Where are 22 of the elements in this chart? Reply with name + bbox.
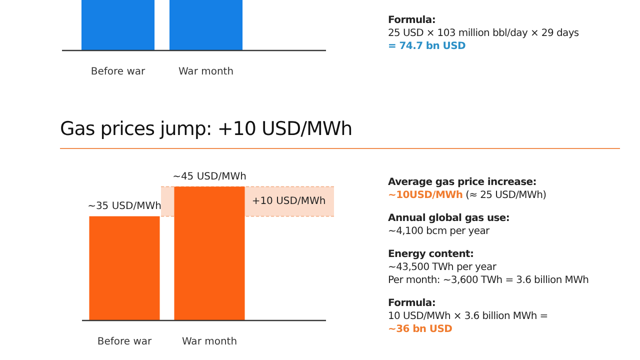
x-tick-label: Before war — [90, 66, 146, 78]
text: Energy content: — [388, 249, 474, 260]
x-tick-label: War month — [178, 66, 234, 78]
text: ~10USD/MWh — [388, 190, 463, 201]
text: ~43,500 TWh per year — [388, 262, 496, 273]
text: Annual global gas use: — [388, 213, 510, 224]
text: Per month: ~3,600 TWh = 3.6 billion MWh — [388, 275, 589, 286]
text: Average gas price increase: — [388, 177, 536, 188]
text: 25 USD × 103 million bbl/day × 29 days — [388, 28, 579, 39]
band-label: +10 USD/MWh — [252, 196, 326, 208]
text: ~4,100 bcm per year — [388, 226, 490, 237]
chart-title: Gas prices jump: +10 USD/MWh — [60, 118, 620, 149]
text: Formula: — [388, 298, 436, 309]
x-tick-label: Before war — [97, 336, 153, 348]
text: 10 USD/MWh × 3.6 billion MWh = — [388, 311, 548, 322]
data-label: ~45 USD/MWh — [172, 171, 246, 182]
text: ~36 bn USD — [388, 324, 452, 335]
text: Formula: — [388, 15, 436, 26]
x-tick-label: War month — [182, 336, 238, 348]
text: = 74.7 bn USD — [388, 41, 466, 52]
text: (≈ 25 USD/MWh) — [466, 190, 546, 201]
data-label: ~35 USD/MWh — [88, 200, 162, 212]
